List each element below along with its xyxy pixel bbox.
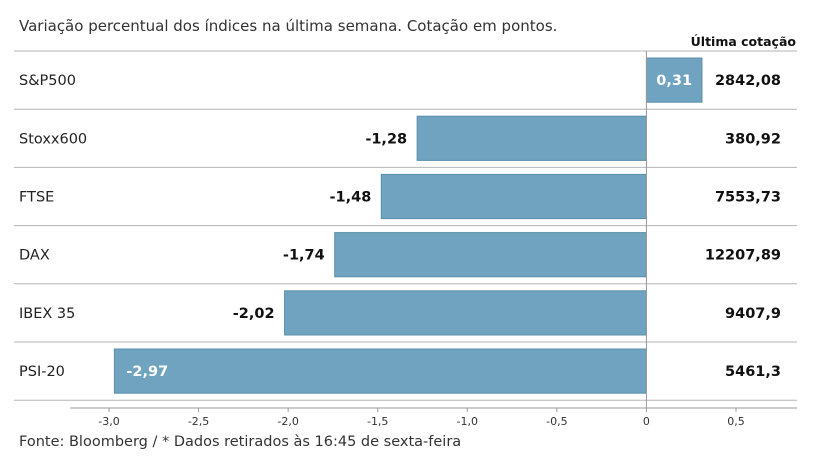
last-quote-value: 7553,73	[715, 190, 781, 206]
x-tick-label: -2,0	[277, 415, 298, 428]
x-tick-label: 0,5	[727, 415, 745, 428]
source-note: Fonte: Bloomberg / * Dados retirados às …	[19, 434, 462, 450]
value-label: -1,28	[365, 131, 407, 147]
value-label: -1,48	[330, 190, 372, 206]
last-quote-value: 380,92	[725, 131, 781, 147]
value-label: -1,74	[283, 248, 325, 264]
x-tick-label: -1,0	[457, 415, 478, 428]
x-tick-label: 0	[643, 415, 650, 428]
last-quote-value: 9407,9	[725, 306, 781, 322]
last-quote-value: 2842,08	[715, 73, 781, 89]
last-quote-value: 12207,89	[705, 248, 781, 264]
category-label: IBEX 35	[19, 306, 75, 322]
last-quote-header: Última cotação	[690, 34, 796, 49]
category-label: Stoxx600	[19, 131, 87, 147]
category-label: DAX	[19, 248, 50, 264]
value-label: -2,02	[233, 306, 275, 322]
category-label: PSI-20	[19, 364, 65, 380]
value-label: -2,97	[126, 364, 168, 380]
bar	[284, 290, 647, 336]
chart-subtitle: Variação percentual dos índices na últim…	[19, 17, 558, 35]
x-tick-label: -2,5	[188, 415, 209, 428]
category-label: S&P500	[19, 73, 76, 89]
value-label: 0,31	[656, 73, 692, 89]
x-tick-label: -1,5	[367, 415, 388, 428]
bar	[645, 57, 703, 103]
x-tick-label: -3,0	[98, 415, 119, 428]
bar	[416, 115, 647, 161]
bar	[334, 232, 647, 278]
bar	[113, 348, 647, 394]
bar	[380, 173, 647, 220]
last-quote-value: 5461,3	[725, 364, 781, 380]
category-label: FTSE	[19, 190, 54, 206]
x-tick-label: -0,5	[546, 415, 567, 428]
